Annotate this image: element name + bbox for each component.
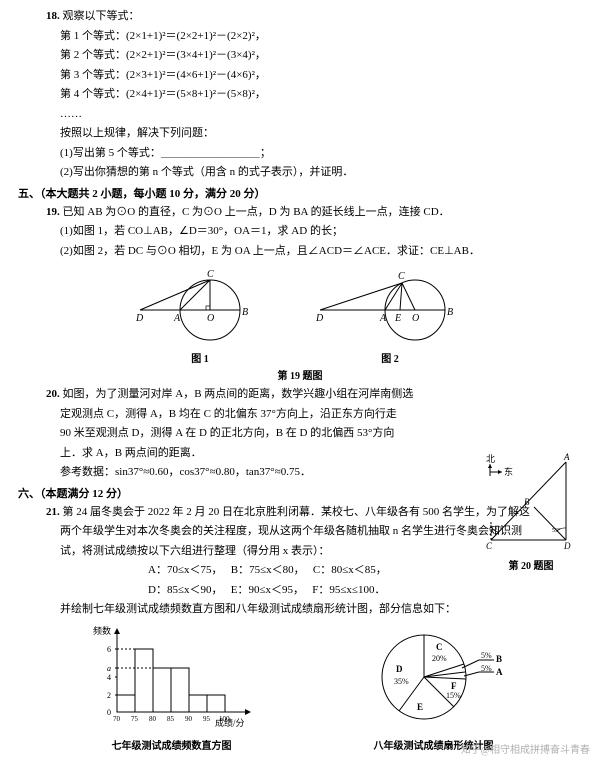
svg-text:A: A xyxy=(173,313,181,324)
pie-C: C xyxy=(436,642,443,652)
svg-text:D: D xyxy=(315,313,324,324)
q21-line1: 第 24 届冬奥会于 2022 年 2 月 20 日在北京胜利闭幕．某校七、八年… xyxy=(63,506,531,518)
hist-yt2: 2 xyxy=(107,691,111,700)
q19-row-caption: 第 19 题图 xyxy=(18,367,582,382)
q18-dots: …… xyxy=(18,106,582,123)
q19-fig2-caption: 图 2 xyxy=(310,350,470,365)
q18-eq1: 第 1 个等式：(2×1+1)²＝(2×2+1)²－(2×2)²， xyxy=(18,28,582,45)
q21-pie: C 20% 15% F E D 35% 5% B 5% A 八年级测试成绩扇形统… xyxy=(354,622,514,752)
section-5-head: 五、（本大题共 2 小题，每小题 10 分，满分 20 分） xyxy=(18,185,582,201)
q19-head: 19. 已知 AB 为⊙O 的直径，C 为⊙O 上一点，D 为 BA 的延长线上… xyxy=(18,204,582,221)
q19-stem: 已知 AB 为⊙O 的直径，C 为⊙O 上一点，D 为 BA 的延长线上一点，连… xyxy=(63,206,450,218)
q20-number: 20. xyxy=(46,388,60,400)
hist-ylabel: 频数 xyxy=(93,625,111,636)
q19-p2: (2)如图 2，若 DC 与⊙O 相切，E 为 OA 上一点，且∠ACD＝∠AC… xyxy=(18,243,582,260)
q18-rule: 按照以上规律，解决下列问题： xyxy=(18,125,582,142)
q20-l3: 90 米至观测点 D，测得 A 在 D 的正北方向，B 在 D 的北偏西 53°… xyxy=(18,425,582,442)
q18-head: 18. 观察以下等式： xyxy=(18,8,582,25)
q21-chart-row: 频数 成绩/分 6 a 4 2 0 xyxy=(18,622,582,752)
svg-text:53°: 53° xyxy=(552,527,561,534)
hist-x85: 85 xyxy=(167,715,175,723)
hist-x75: 75 xyxy=(131,715,139,723)
q21-grE: E：90≤x＜95， xyxy=(231,584,304,596)
q18-number: 18. xyxy=(46,10,60,22)
pie-Fpct: 15% xyxy=(446,691,461,700)
histogram-svg: 频数 成绩/分 6 a 4 2 0 xyxy=(87,622,257,732)
svg-text:37°: 37° xyxy=(494,525,503,532)
q21-histogram: 频数 成绩/分 6 a 4 2 0 xyxy=(87,622,257,752)
hist-x70: 70 xyxy=(113,715,121,723)
q19-figure-2: D A E O B C 图 2 xyxy=(310,265,470,365)
hist-yt6: 6 xyxy=(107,645,111,654)
q21-grC: C：80≤x＜85， xyxy=(313,564,387,576)
svg-text:E: E xyxy=(394,313,401,324)
pie-F: F xyxy=(451,681,457,691)
pie-B: B xyxy=(496,654,502,664)
hist-x100: 100 xyxy=(219,715,230,723)
pie-Cpct: 20% xyxy=(432,654,447,663)
hist-x80: 80 xyxy=(149,715,157,723)
svg-text:C: C xyxy=(207,269,214,280)
svg-text:B: B xyxy=(242,307,248,318)
east-label: 东 xyxy=(504,466,513,477)
hist-x90: 90 xyxy=(185,715,193,723)
svg-text:D: D xyxy=(135,313,144,324)
q18-p1: (1)写出第 5 个等式：＿＿＿＿＿＿＿＿＿； xyxy=(18,145,582,162)
pie-Bpct: 5% xyxy=(481,651,492,660)
q18-lead: 观察以下等式： xyxy=(63,10,140,22)
watermark: 知乎@相守相成拼搏奋斗青春 xyxy=(461,741,590,756)
svg-text:C: C xyxy=(398,271,405,282)
q19-fig1-caption: 图 1 xyxy=(130,350,270,365)
q21-grA: A：70≤x＜75， xyxy=(148,564,222,576)
hist-caption: 七年级测试成绩频数直方图 xyxy=(87,737,257,752)
hist-yt0: 0 xyxy=(107,708,111,717)
q19-figure-row: D A O B C 图 1 D A E O B C xyxy=(18,265,582,365)
page-content: 18. 观察以下等式： 第 1 个等式：(2×1+1)²＝(2×2+1)²－(2… xyxy=(0,0,600,752)
q21-groups2: D：85≤x＜90， E：90≤x＜95， F：95≤x≤100． xyxy=(18,582,582,599)
svg-text:C: C xyxy=(486,541,493,551)
q18-eq4: 第 4 个等式：(2×4+1)²＝(5×8+1)²－(5×8)²， xyxy=(18,86,582,103)
svg-text:B: B xyxy=(447,307,453,318)
pie-svg: C 20% 15% F E D 35% 5% B 5% A xyxy=(354,622,514,732)
q19-p1: (1)如图 1，若 CO⊥AB，∠D＝30°，OA＝1，求 AD 的长； xyxy=(18,223,582,240)
q18-p2: (2)写出你猜想的第 n 个等式（用含 n 的式子表示），并证明． xyxy=(18,164,582,181)
q19-number: 19. xyxy=(46,206,60,218)
pie-A: A xyxy=(496,667,503,677)
q19-figure-1: D A O B C 图 1 xyxy=(130,265,270,365)
q20-line1: 如图，为了测量河对岸 A，B 两点间的距离，数学兴趣小组在河岸南侧选 xyxy=(63,388,414,400)
q18-eq2: 第 2 个等式：(2×2+1)²＝(3×4+1)²－(3×4)²， xyxy=(18,47,582,64)
north-label: 北 xyxy=(486,454,495,464)
svg-text:O: O xyxy=(207,313,214,324)
q21-number: 21. xyxy=(46,506,60,518)
q20-svg: 北 东 37° 53° A B C D xyxy=(476,452,586,552)
svg-text:B: B xyxy=(524,497,530,507)
svg-text:D: D xyxy=(563,541,571,551)
q21-grD: D：85≤x＜90， xyxy=(148,584,222,596)
q19-fig2-svg: D A E O B C xyxy=(310,265,470,345)
svg-text:A: A xyxy=(379,313,387,324)
q21-grF: F：95≤x≤100． xyxy=(312,584,385,596)
hist-x95: 95 xyxy=(203,715,211,723)
svg-text:A: A xyxy=(563,452,570,462)
q21-l4: 并绘制七年级测试成绩频数直方图和八年级测试成绩扇形统计图，部分信息如下： xyxy=(18,601,582,618)
pie-Apct: 5% xyxy=(481,664,492,673)
q20-l1: 20. 如图，为了测量河对岸 A，B 两点间的距离，数学兴趣小组在河岸南侧选 xyxy=(18,386,582,403)
q20-l2: 定观测点 C，测得 A，B 均在 C 的北偏东 37°方向上，沿正东方向行走 xyxy=(18,406,582,423)
pie-Dpct: 35% xyxy=(394,677,409,686)
q20-figure: 北 东 37° 53° A B C D 第 20 题图 xyxy=(476,452,586,572)
hist-yt-a: a xyxy=(107,664,111,673)
svg-text:O: O xyxy=(412,313,419,324)
pie-E: E xyxy=(417,702,423,712)
hist-yt4: 4 xyxy=(107,673,111,682)
q21-grB: B：75≤x＜80， xyxy=(231,564,305,576)
pie-D: D xyxy=(396,664,403,674)
q20-fig-caption: 第 20 题图 xyxy=(476,557,586,572)
q19-fig1-svg: D A O B C xyxy=(130,265,270,345)
q18-eq3: 第 3 个等式：(2×3+1)²＝(4×6+1)²－(4×6)²， xyxy=(18,67,582,84)
